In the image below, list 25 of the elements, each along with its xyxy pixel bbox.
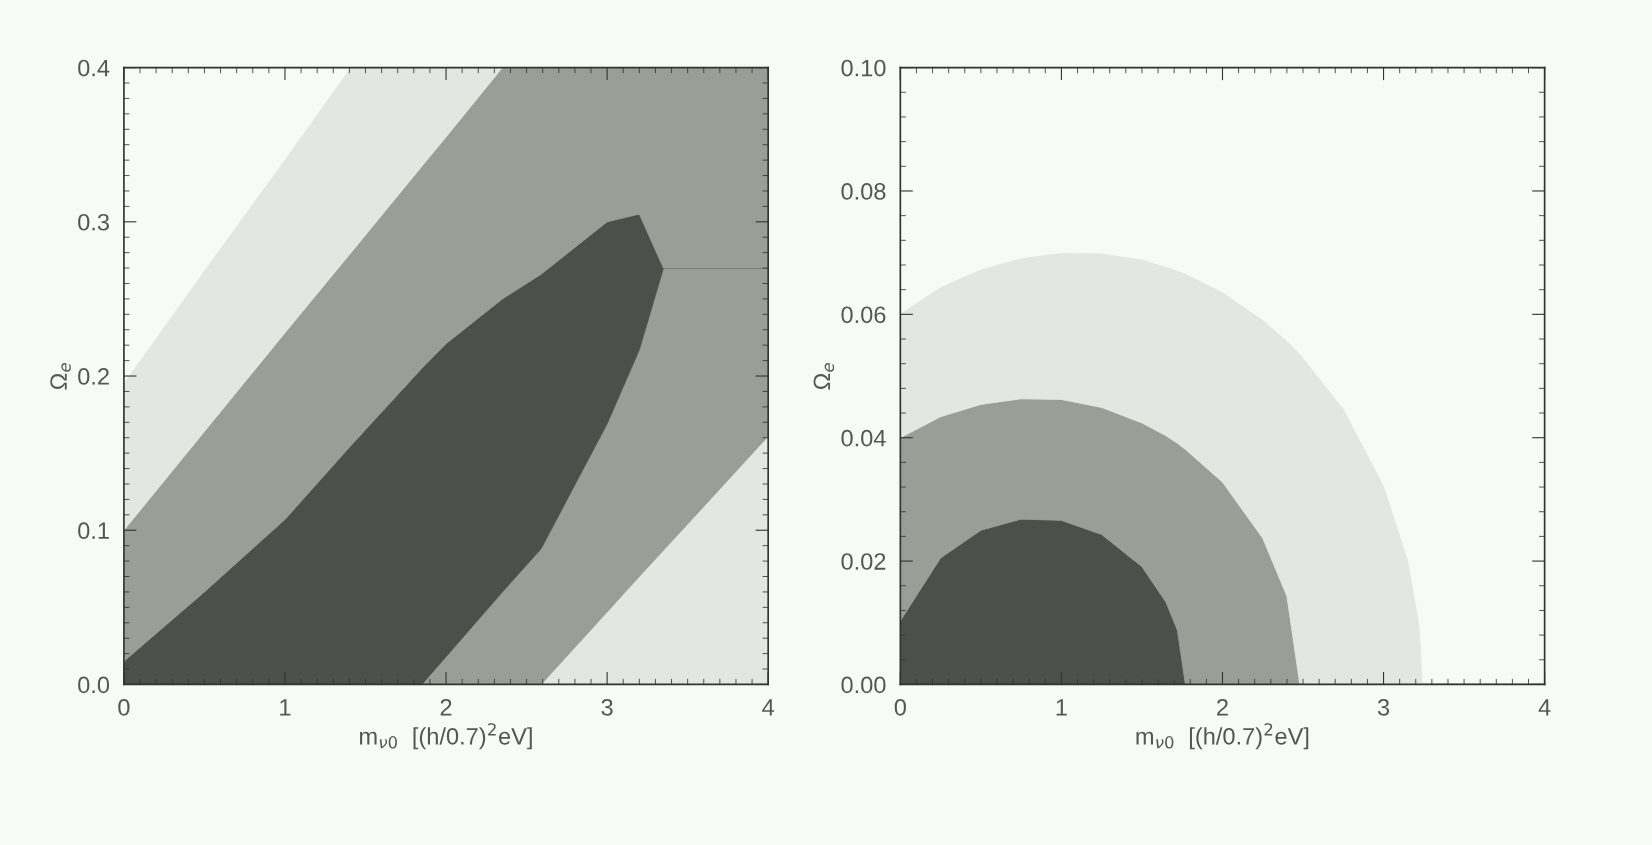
x-tick-label: 0 — [118, 698, 130, 716]
x-tick-label: 3 — [601, 698, 613, 716]
x-axis-title: m$_{ν0}$ [(h/0.7)$^{2}$eV] — [1136, 723, 1309, 750]
y-axis-title: Ω$_{e}$ — [50, 363, 71, 390]
x-tick-label: 1 — [280, 699, 291, 716]
x-tick-label: 0 — [894, 698, 906, 716]
y-axis-title: Ω$_{e}$ — [813, 363, 835, 390]
y-tick-label: 0.08 — [841, 183, 886, 200]
y-tick-label: 0.00 — [841, 676, 886, 694]
y-tick-label: 0.2 — [78, 368, 109, 385]
y-tick-label: 0.10 — [841, 59, 886, 77]
y-tick-label: 0.4 — [78, 59, 110, 77]
y-tick-label: 0.04 — [841, 429, 886, 447]
y-tick-label: 0.1 — [78, 522, 109, 540]
x-tick-label: 2 — [1217, 698, 1228, 716]
y-tick-label: 0.3 — [78, 213, 109, 231]
x-tick-label: 3 — [1377, 698, 1390, 716]
y-tick-label: 0.06 — [841, 306, 886, 324]
y-tick-label: 0.0 — [78, 676, 110, 694]
y-tick-label: 0.02 — [841, 553, 886, 570]
x-tick-label: 4 — [762, 699, 775, 716]
x-tick-label: 2 — [440, 698, 452, 716]
x-axis-title: m$_{ν0}$ [(h/0.7)$^{2}$eV] — [360, 723, 532, 750]
x-tick-label: 4 — [1538, 699, 1551, 716]
x-tick-label: 1 — [1056, 699, 1067, 716]
